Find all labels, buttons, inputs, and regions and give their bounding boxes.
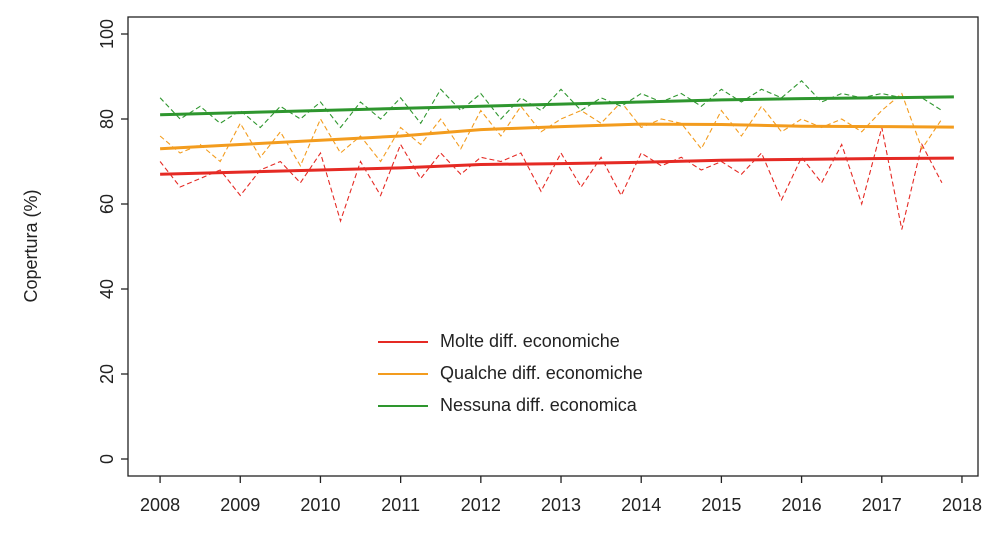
y-tick-label: 0 [97,454,117,464]
y-tick-label: 100 [97,19,117,49]
y-axis-label: Copertura (%) [21,189,41,302]
monthly-line [159,92,943,168]
trend-line [160,95,954,117]
x-tick-label: 2017 [862,495,902,515]
plot-frame [127,16,979,477]
y-tick-label: 40 [97,279,117,299]
x-tick-label: 2012 [461,495,501,515]
y-tick-label: 80 [97,109,117,129]
trend-line [160,156,954,176]
x-tick-label: 2009 [220,495,260,515]
x-tick-label: 2018 [942,495,982,515]
x-tick-label: 2013 [541,495,581,515]
legend-label: Molte diff. economiche [440,331,620,351]
legend-label: Nessuna diff. economica [440,395,638,415]
x-tick-label: 2010 [300,495,340,515]
x-tick-label: 2016 [782,495,822,515]
x-tick-label: 2014 [621,495,661,515]
x-tick-label: 2008 [140,495,180,515]
x-tick-label: 2015 [701,495,741,515]
y-tick-label: 20 [97,364,117,384]
x-tick-label: 2011 [381,495,420,515]
y-tick-label: 60 [97,194,117,214]
legend-label: Qualche diff. economiche [440,363,643,383]
trend-line [160,122,954,151]
